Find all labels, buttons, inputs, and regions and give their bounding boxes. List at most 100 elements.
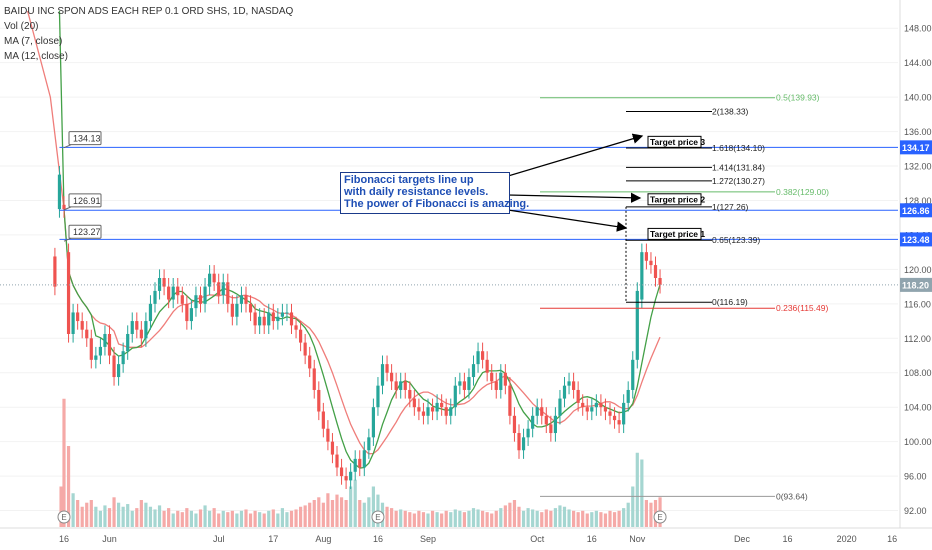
candle-body [98, 346, 102, 356]
symbol-title[interactable]: BAIDU INC SPON ADS EACH REP 0.1 ORD SHS,… [4, 6, 294, 17]
candle-body [521, 437, 526, 451]
candle-body [590, 407, 594, 412]
y-tick-label: 148.00 [904, 24, 932, 34]
volume-bar [476, 509, 480, 527]
volume-bar [444, 510, 448, 527]
candle-body [626, 389, 630, 403]
volume-bar [612, 512, 617, 527]
candle-body [576, 389, 580, 403]
candle-body [53, 256, 57, 287]
volume-bar [371, 486, 375, 527]
candle-body [208, 273, 212, 287]
annotation-box[interactable] [340, 172, 510, 214]
volume-bar [289, 510, 294, 527]
volume-bar [490, 513, 494, 527]
candle-body [458, 381, 462, 386]
volume-bar [285, 512, 289, 527]
ma12-line [26, 10, 661, 455]
volume-bar [89, 500, 93, 527]
volume-bar [244, 509, 248, 527]
volume-bar [203, 505, 207, 527]
candle-body [453, 385, 457, 408]
volume-bar [308, 502, 312, 527]
candle-body [112, 355, 116, 378]
fib-label: 1.272(130.27) [712, 176, 765, 186]
volume-bar [644, 500, 648, 527]
ma7-indicator-label[interactable]: MA (7, close) [4, 36, 63, 47]
candle-body [421, 411, 426, 416]
callout-label: 123.27 [73, 227, 101, 237]
candle-body [622, 402, 626, 425]
volume-bar [248, 513, 253, 527]
volume-bar [180, 512, 184, 527]
candle-body [549, 424, 553, 434]
candle-body [449, 407, 453, 416]
callout-pointer [63, 144, 72, 149]
volume-bar [576, 512, 580, 527]
volume-bar [59, 486, 63, 527]
candle-body [62, 204, 66, 210]
volume-bar [631, 486, 635, 527]
volume-bar [167, 508, 171, 527]
volume-bar [353, 479, 357, 527]
volume-bar [153, 509, 157, 527]
current-price-tag [900, 277, 932, 292]
callout-label: 126.91 [73, 196, 101, 206]
candle-body [221, 282, 225, 296]
volume-bar [426, 513, 430, 527]
earnings-label: E [375, 513, 380, 522]
fib-label: 1.618(134.10) [712, 143, 765, 153]
earnings-label: E [61, 513, 66, 522]
candle-body [594, 402, 598, 408]
price-tag-label: 134.17 [902, 143, 930, 153]
candle-body [103, 333, 107, 347]
grid [0, 27, 898, 512]
annotation-text[interactable]: Fibonacci targets line up with daily res… [344, 174, 529, 210]
volume-bar [217, 513, 221, 527]
target-label: Target price 3 [650, 137, 705, 147]
price-tag-label: 126.86 [902, 206, 930, 216]
volume-indicator-label[interactable]: Vol (20) [4, 21, 39, 32]
fib-label: 0.5(139.93) [776, 93, 820, 103]
candle-body [540, 407, 544, 416]
volume-bar [80, 506, 84, 527]
volume-bar [599, 512, 603, 527]
x-tick-label: Jul [213, 534, 225, 544]
fib-label: 1.414(131.84) [712, 162, 765, 172]
volume-bar [321, 502, 325, 527]
callout-label: 134.13 [73, 134, 101, 144]
candle-body [85, 329, 89, 339]
volume-bar [494, 510, 498, 527]
candle-body [653, 265, 658, 278]
earnings-icon [653, 510, 667, 524]
candle-body [494, 381, 498, 390]
candle-body [526, 428, 530, 438]
volume-bar [230, 510, 234, 527]
candle-body [408, 389, 412, 399]
y-tick-label: 100.00 [904, 437, 932, 447]
volume-bar [412, 513, 416, 527]
volume-bar [208, 510, 212, 527]
volume-bar [499, 508, 503, 527]
volume-bar [144, 502, 148, 527]
x-tick-label: 2020 [837, 534, 857, 544]
ma12-indicator-label[interactable]: MA (12, close) [4, 51, 68, 62]
volume-bar [98, 510, 102, 527]
volume-bar [608, 510, 612, 527]
fib-label: 0(93.64) [776, 491, 808, 501]
candle-body [444, 407, 448, 416]
target-box [647, 227, 702, 240]
candle-body [276, 316, 280, 322]
volume-bar [544, 509, 548, 527]
y-tick-label: 136.00 [904, 127, 932, 137]
annotation-line-2: with daily resistance levels. [344, 186, 489, 198]
chart-legend: BAIDU INC SPON ADS EACH REP 0.1 ORD SHS,… [4, 4, 293, 64]
candle-body [135, 321, 139, 330]
candle-body [349, 471, 353, 481]
volume-bar [594, 510, 598, 527]
volume-bar [430, 510, 435, 527]
x-tick-label: Nov [629, 534, 646, 544]
candle-body [198, 295, 203, 304]
candle-body [299, 329, 303, 343]
